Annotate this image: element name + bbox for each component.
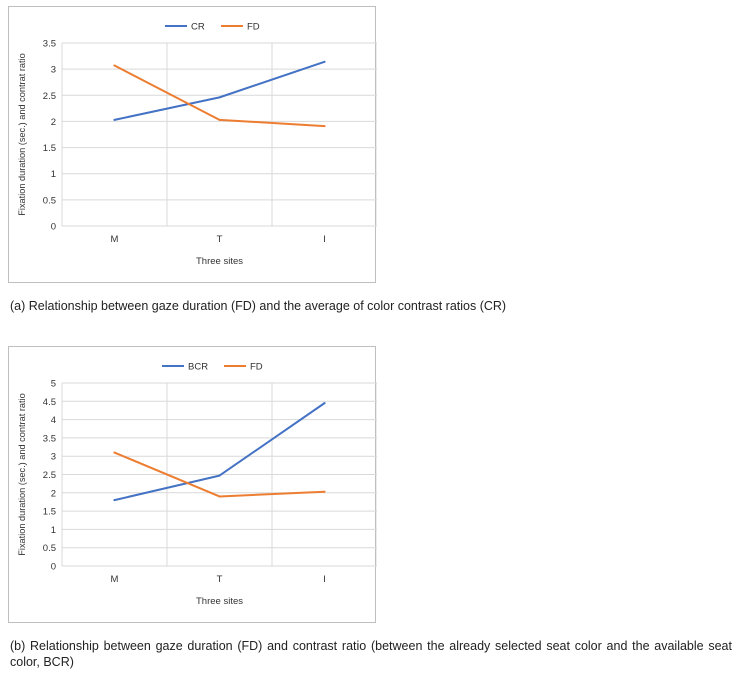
chart-a-legend-label-fd: FD: [247, 22, 260, 33]
chart-a-ytick-label: 2.5: [43, 91, 56, 102]
chart-a-plot: 0 0.5 1 1.5 2 2.5 3 3.5 M T I Three sites Fixation d…: [17, 22, 377, 267]
chart-a-series-fd-point: [323, 125, 326, 128]
chart-b-yaxis-label: Fixation duration (sec.) and contrat rat…: [17, 393, 27, 555]
chart-a-ytick-label: 3: [51, 65, 56, 76]
chart-a-xtick-label: I: [323, 234, 326, 245]
chart-b-xaxis-label: Three sites: [196, 596, 243, 607]
chart-a-ytick-label: 3.5: [43, 39, 56, 50]
chart-b-ytick-label: 0.5: [43, 543, 56, 554]
chart-a-series-fd-point: [113, 64, 116, 67]
chart-a-series-fd-line: [113, 64, 326, 128]
chart-a-xtick-label: T: [217, 234, 223, 245]
chart-b-xtick-label: T: [217, 574, 223, 585]
chart-b-ytick-label: 1: [51, 525, 56, 536]
chart-a-series-cr-point: [323, 60, 326, 63]
chart-a-ytick-label: 1.5: [43, 143, 56, 154]
chart-b-legend-label-bcr: BCR: [188, 362, 208, 373]
chart-a-series-cr-point: [218, 96, 221, 99]
chart-a: 0 0.5 1 1.5 2 2.5 3 3.5 M T I Three sites Fixation d…: [8, 6, 377, 283]
chart-b-plot: 0 0.5 1 1.5 2 2.5 3 3.5 4 4.5 5 M T I Three sites Fixat…: [17, 362, 377, 607]
chart-b-ytick-label: 1.5: [43, 507, 56, 518]
chart-a-legend-label-cr: CR: [191, 22, 205, 33]
chart-b-ytick-label: 0: [51, 562, 56, 573]
chart-b-series-bcr-point: [218, 474, 221, 477]
chart-b-legend-label-fd: FD: [250, 362, 263, 373]
chart-b: 0 0.5 1 1.5 2 2.5 3 3.5 4 4.5 5 M T I Three sites Fixat…: [8, 346, 377, 623]
chart-a-yaxis-label: Fixation duration (sec.) and contrat rat…: [17, 53, 27, 215]
caption-a: (a) Relationship between gaze duration (…: [10, 299, 507, 313]
chart-a-series-fd-point: [218, 118, 221, 121]
chart-b-ytick-label: 3: [51, 452, 56, 463]
chart-b-ytick-label: 3.5: [43, 433, 56, 444]
chart-b-ytick-label: 5: [51, 379, 56, 390]
chart-b-series-bcr-point: [323, 402, 326, 405]
chart-b-series-bcr-line: [113, 402, 326, 502]
chart-a-series-cr-point: [113, 118, 116, 121]
chart-b-series-fd-point: [218, 495, 221, 498]
chart-b-ytick-label: 2.5: [43, 470, 56, 481]
chart-a-ytick-label: 0: [51, 222, 56, 233]
chart-b-series-fd-point: [323, 490, 326, 493]
caption-b: (b) Relationship between gaze duration (…: [10, 639, 732, 669]
chart-b-xtick-label: M: [111, 574, 119, 585]
chart-a-ytick-label: 2: [51, 117, 56, 128]
chart-b-ytick-label: 2: [51, 488, 56, 499]
chart-b-series-fd-point: [113, 451, 116, 454]
chart-b-ytick-label: 4.5: [43, 397, 56, 408]
chart-b-xtick-label: I: [323, 574, 326, 585]
chart-a-series-cr-line: [113, 60, 326, 121]
chart-a-xtick-label: M: [111, 234, 119, 245]
chart-a-ytick-label: 0.5: [43, 195, 56, 206]
chart-b-series-bcr-point: [113, 499, 116, 502]
chart-a-ytick-label: 1: [51, 169, 56, 180]
chart-b-ytick-label: 4: [51, 415, 56, 426]
chart-a-xaxis-label: Three sites: [196, 256, 243, 267]
